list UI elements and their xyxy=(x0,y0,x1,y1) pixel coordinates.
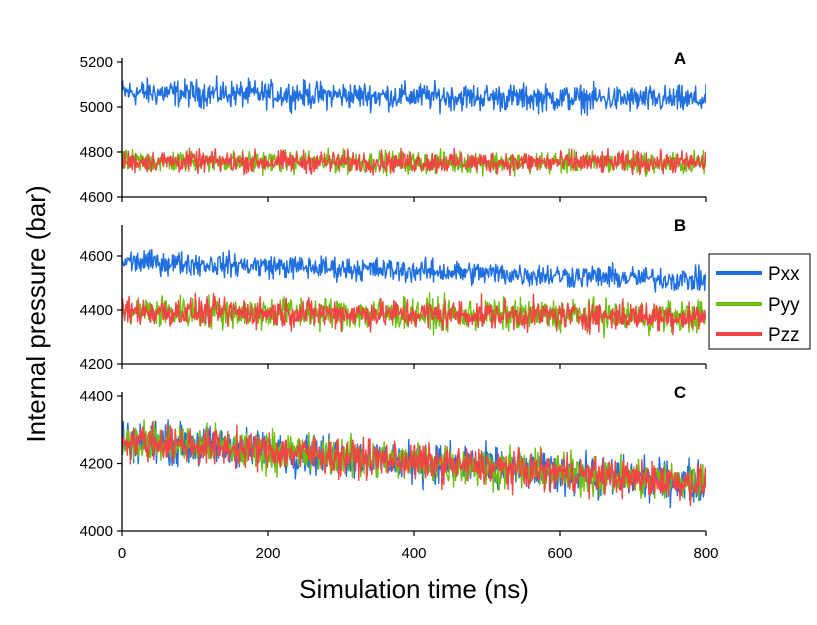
series-line-pxx xyxy=(122,75,706,116)
x-tick-label: 0 xyxy=(118,545,126,562)
panel-b: 4200 4400 4600 B xyxy=(80,216,707,373)
x-tick-label: 600 xyxy=(547,545,572,562)
panel-label-b: B xyxy=(674,216,686,235)
x-tick-label: 400 xyxy=(401,545,426,562)
x-tick-label: 200 xyxy=(255,545,280,562)
panel-c: 4000 4200 4400 0 200 400 600 800 C xyxy=(80,383,719,562)
series-line-pyy xyxy=(122,147,706,177)
y-tick-label: 4200 xyxy=(80,456,113,473)
x-tick-label: 800 xyxy=(693,545,718,562)
y-tick-label: 4800 xyxy=(80,144,113,161)
y-axis-title: Internal pressure (bar) xyxy=(21,185,51,442)
y-tick-label: 4600 xyxy=(80,189,113,206)
y-tick-label: 5000 xyxy=(80,99,113,116)
y-tick-label: 5200 xyxy=(80,54,113,71)
y-tick-label: 4200 xyxy=(80,356,113,373)
y-tick-label: 4600 xyxy=(80,248,113,265)
panel-label-c: C xyxy=(674,383,686,402)
series-line-pzz xyxy=(122,421,706,507)
panel-label-a: A xyxy=(674,49,686,68)
legend-label-pzz: Pzz xyxy=(768,325,800,346)
series-line-pzz xyxy=(122,147,706,177)
y-tick-label: 4400 xyxy=(80,388,113,405)
series-line-pzz xyxy=(122,292,706,336)
panel-traces xyxy=(122,419,706,509)
y-tick-label: 4400 xyxy=(80,302,113,319)
y-tick-label: 4000 xyxy=(80,523,113,540)
legend: Pxx Pyy Pzz xyxy=(708,253,811,350)
panel-traces xyxy=(122,248,706,339)
legend-label-pxx: Pxx xyxy=(768,264,800,285)
panel-traces xyxy=(122,75,706,177)
panel-a: 4600 4800 5000 5200 A xyxy=(80,49,707,206)
series-line-pxx xyxy=(122,248,706,293)
legend-label-pyy: Pyy xyxy=(768,295,800,316)
x-axis-title: Simulation time (ns) xyxy=(299,574,529,604)
